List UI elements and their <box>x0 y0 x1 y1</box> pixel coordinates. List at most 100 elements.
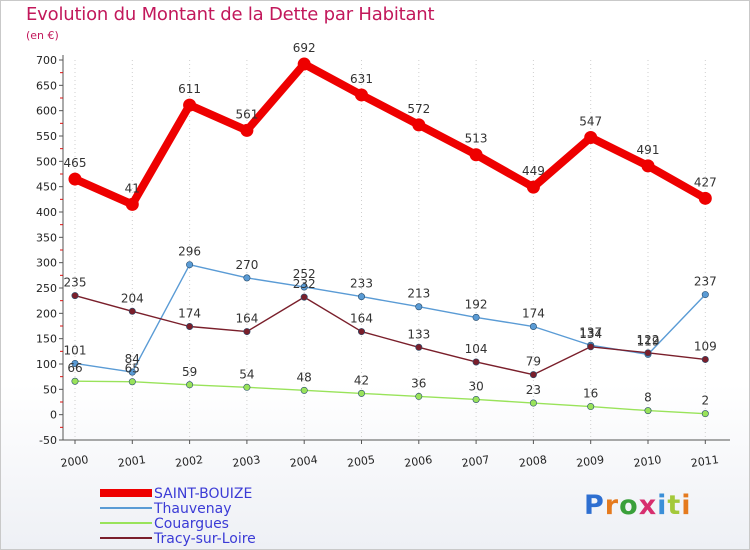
data-label: 59 <box>182 365 197 379</box>
legend-label: Couargues <box>154 516 229 532</box>
data-label: 122 <box>637 333 660 347</box>
data-point <box>415 303 423 311</box>
data-label: 101 <box>64 343 87 357</box>
logo-letter: t <box>667 490 682 521</box>
data-label: 213 <box>407 287 430 301</box>
data-label: 270 <box>235 258 258 272</box>
data-point <box>186 261 194 269</box>
data-point <box>529 323 537 331</box>
data-label: 427 <box>694 175 717 189</box>
data-point <box>641 159 655 173</box>
data-label: 513 <box>465 132 488 146</box>
series-tracy-sur-loire: 235 204 174 164 232 164 133 104 79 134 122 109 <box>64 276 717 379</box>
data-point <box>472 358 480 366</box>
data-label: 164 <box>235 312 258 326</box>
y-tick-label: 150 <box>36 333 57 346</box>
x-tick-label: 2008 <box>518 453 548 470</box>
data-point <box>300 293 308 301</box>
data-label: 692 <box>293 41 316 55</box>
logo-letter: x <box>638 490 658 521</box>
data-label: 232 <box>293 277 316 291</box>
data-label: 237 <box>694 275 717 289</box>
data-point <box>300 386 308 394</box>
data-point <box>68 172 82 186</box>
data-point <box>357 293 365 301</box>
chart-subtitle: (en €) <box>26 29 59 42</box>
x-tick-label: 2000 <box>60 453 90 470</box>
data-point <box>357 328 365 336</box>
series-line <box>74 263 706 373</box>
x-tick-label: 2002 <box>174 453 204 470</box>
y-tick-label: -50 <box>39 434 57 447</box>
data-point <box>529 399 537 407</box>
data-point <box>584 131 598 145</box>
data-point <box>240 123 254 137</box>
data-point <box>355 88 368 102</box>
legend-label: Thauvenay <box>153 501 232 517</box>
data-point <box>186 323 194 331</box>
data-point <box>701 355 709 363</box>
data-point <box>71 377 79 385</box>
data-label: 109 <box>694 339 717 353</box>
data-point <box>701 291 709 299</box>
data-point <box>128 307 136 315</box>
data-label: 41 <box>125 181 140 195</box>
y-tick-label: 450 <box>36 181 57 194</box>
legend-label: SAINT-BOUIZE <box>154 486 252 502</box>
data-point <box>698 191 712 205</box>
chart-title: Evolution du Montant de la Dette par Hab… <box>26 4 435 25</box>
data-label: 16 <box>583 387 598 401</box>
y-tick-label: 0 <box>50 409 57 422</box>
data-point <box>472 395 480 403</box>
logo-letter: P <box>584 490 605 521</box>
series-line <box>74 380 706 415</box>
data-point <box>415 392 423 400</box>
data-label: 133 <box>407 327 430 341</box>
data-label: 48 <box>297 370 312 384</box>
y-tick-label: 500 <box>36 155 57 168</box>
data-point <box>128 378 136 386</box>
data-label: 54 <box>239 367 254 381</box>
data-label: 134 <box>579 327 602 341</box>
series-line <box>71 60 710 209</box>
data-label: 235 <box>64 276 87 290</box>
legend-label: Tracy-sur-Loire <box>153 531 256 547</box>
data-label: 252 <box>293 267 316 281</box>
y-tick-label: 600 <box>36 105 57 118</box>
data-point <box>243 274 251 282</box>
data-label: 23 <box>526 383 541 397</box>
data-label: 491 <box>637 143 660 157</box>
series-saint-bouize: 465 41 611 561 692 631 572 513 449 547 491 427 <box>64 41 717 211</box>
data-point <box>529 371 537 379</box>
x-tick-label: 2006 <box>404 453 434 470</box>
logo-letter: r <box>604 490 620 521</box>
data-label: 572 <box>407 102 430 116</box>
y-tick-label: 100 <box>36 358 57 371</box>
y-tick-label: 400 <box>36 206 57 219</box>
data-point <box>587 403 595 411</box>
data-point <box>472 313 480 321</box>
data-label: 42 <box>354 373 369 387</box>
data-label: 192 <box>465 297 488 311</box>
logo-letter: o <box>619 490 639 521</box>
data-point <box>526 180 540 194</box>
data-label: 65 <box>125 362 140 376</box>
data-label: 547 <box>579 115 602 129</box>
y-tick-label: 250 <box>36 282 57 295</box>
y-tick-label: 300 <box>36 257 57 270</box>
x-tick-label: 2010 <box>633 453 663 470</box>
data-point <box>243 328 251 336</box>
data-label: 561 <box>235 107 258 121</box>
data-point <box>128 368 136 376</box>
logo-letter: i <box>657 490 668 521</box>
data-label: 164 <box>350 312 373 326</box>
data-label: 30 <box>468 379 483 393</box>
data-label: 465 <box>64 156 87 170</box>
x-tick-label: 2005 <box>346 453 376 470</box>
data-label: 296 <box>178 245 201 259</box>
data-label: 631 <box>350 72 373 86</box>
data-point <box>644 407 652 415</box>
x-tick-label: 2003 <box>232 453 262 470</box>
